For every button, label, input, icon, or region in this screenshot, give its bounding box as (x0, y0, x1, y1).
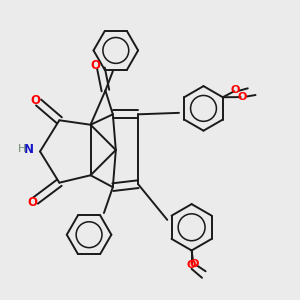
Text: O: O (238, 92, 247, 101)
Text: O: O (30, 94, 40, 107)
Text: N: N (24, 143, 34, 156)
Text: O: O (231, 85, 240, 95)
Text: O: O (28, 196, 38, 209)
Text: O: O (187, 260, 196, 270)
Text: H: H (17, 144, 26, 154)
Text: O: O (91, 59, 100, 72)
Text: O: O (189, 259, 199, 269)
